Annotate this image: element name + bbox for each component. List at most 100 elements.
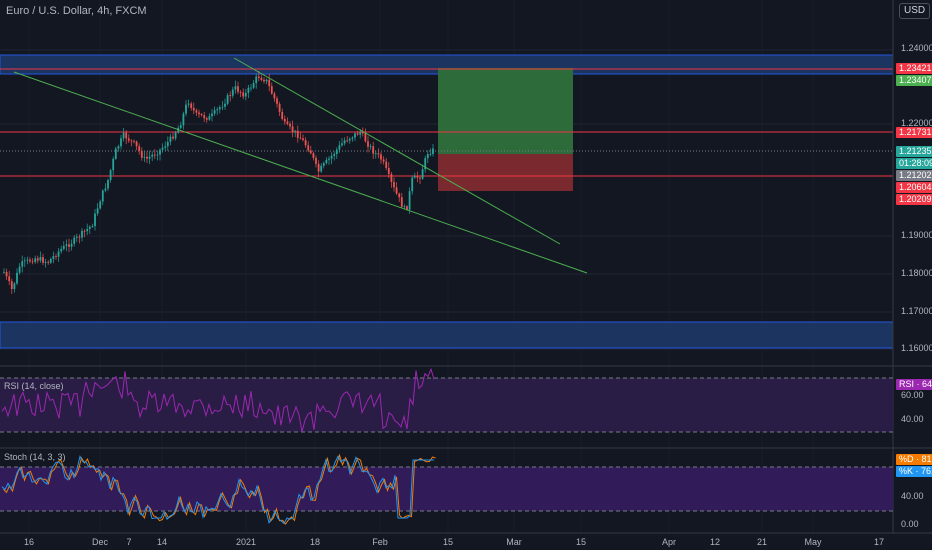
candle-body	[393, 181, 395, 188]
candle-body	[148, 156, 151, 159]
candle-body	[112, 158, 115, 171]
price-tick: 1.19000	[901, 230, 932, 240]
stop-loss-zone[interactable]	[438, 154, 573, 191]
candle-body	[424, 158, 427, 170]
candle-body	[205, 118, 208, 120]
candle-body	[231, 89, 234, 96]
price-tag-target: 1.23407	[896, 75, 932, 86]
candle-body	[42, 257, 44, 263]
candle-body	[270, 86, 273, 94]
time-tick: 15	[575, 537, 587, 547]
currency-button[interactable]: USD	[899, 3, 931, 19]
rsi-value-tag: RSI · 64.19	[896, 379, 932, 390]
candle-body	[328, 158, 330, 160]
candle-body	[333, 153, 336, 156]
candle-body	[221, 106, 224, 108]
candle-body	[174, 132, 177, 139]
trendline-upper[interactable]	[233, 57, 561, 245]
candle-body	[10, 281, 13, 290]
candle-body	[182, 113, 185, 126]
candle-body	[130, 140, 133, 142]
grid-lines	[0, 49, 893, 350]
candle-body	[39, 257, 42, 261]
price-tick: 1.16000	[901, 343, 932, 353]
candle-body	[380, 154, 382, 160]
stoch-band	[0, 467, 893, 511]
candle-body	[338, 145, 341, 150]
price-tag-level-1: 1.23421	[896, 63, 932, 74]
candle-body	[400, 197, 403, 207]
time-tick: 21	[756, 537, 768, 547]
candle-body	[426, 154, 429, 159]
time-tick: 15	[442, 537, 454, 547]
candle-body	[88, 226, 91, 229]
price-tag-level-2: 1.21731	[896, 127, 932, 138]
candle-body	[68, 244, 70, 247]
candle-body	[432, 148, 434, 155]
candle-body	[143, 156, 146, 158]
candle-body	[403, 206, 406, 208]
candle-body	[169, 136, 172, 142]
candle-body	[211, 113, 213, 117]
candle-body	[29, 259, 31, 262]
time-tick: Feb	[372, 537, 388, 547]
candle-body	[36, 258, 39, 261]
rsi-label[interactable]: RSI (14, close)	[4, 381, 64, 391]
rsi-tick: 60.00	[901, 390, 924, 400]
candle-body	[135, 141, 138, 147]
candle-body	[226, 95, 229, 104]
candle-body	[107, 179, 109, 189]
candle-body	[185, 104, 187, 114]
candle-body	[200, 114, 203, 116]
candle-body	[96, 208, 99, 214]
candle-body	[330, 155, 333, 159]
symbol-title[interactable]: Euro / U.S. Dollar, 4h, FXCM	[6, 5, 147, 17]
candle-body	[398, 193, 401, 198]
candle-body	[307, 145, 310, 151]
candle-body	[291, 126, 294, 132]
candle-body	[390, 174, 393, 182]
candle-body	[374, 153, 377, 155]
candle-body	[5, 271, 8, 277]
candle-body	[278, 103, 281, 112]
trendline-lower[interactable]	[13, 71, 588, 274]
candle-body	[294, 130, 297, 132]
stoch-label[interactable]: Stoch (14, 3, 3)	[4, 452, 66, 462]
candle-body	[26, 259, 29, 261]
stoch-k-line	[1, 455, 434, 525]
price-tick: 1.24000	[901, 43, 932, 53]
candle-body	[263, 79, 265, 82]
candle-body	[78, 236, 81, 238]
candle-body	[317, 163, 320, 172]
candle-body	[416, 176, 419, 178]
candle-body	[153, 154, 156, 156]
candle-body	[208, 116, 211, 120]
candle-body	[73, 237, 76, 244]
candle-body	[296, 130, 299, 138]
support-zone[interactable]	[0, 321, 894, 349]
take-profit-zone[interactable]	[438, 68, 573, 154]
time-tick: 18	[309, 537, 321, 547]
candle-body	[239, 91, 242, 93]
candle-body	[117, 146, 120, 149]
candle-body	[320, 165, 323, 172]
candle-body	[369, 146, 372, 148]
candle-body	[70, 243, 73, 247]
candle-body	[299, 137, 302, 139]
candle-body	[335, 149, 338, 154]
candle-body	[179, 125, 182, 128]
candle-body	[140, 150, 143, 158]
candle-body	[47, 261, 50, 263]
time-tick: 17	[873, 537, 885, 547]
candle-body	[138, 146, 141, 151]
candle-body	[198, 112, 200, 115]
candle-body	[244, 92, 247, 97]
time-tick: 12	[709, 537, 721, 547]
rsi-line	[1, 367, 435, 432]
candle-body	[133, 140, 135, 142]
time-tick: May	[804, 537, 822, 547]
candle-body	[367, 141, 369, 147]
candle-body	[224, 103, 226, 107]
candle-body	[166, 141, 169, 147]
